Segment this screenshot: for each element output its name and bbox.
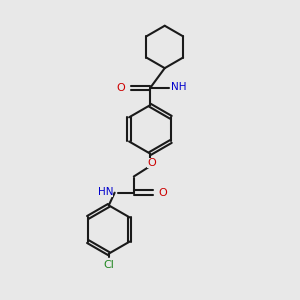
Text: O: O <box>117 83 126 93</box>
Text: HN: HN <box>98 187 113 197</box>
Text: O: O <box>147 158 156 168</box>
Text: NH: NH <box>172 82 187 92</box>
Text: O: O <box>158 188 167 198</box>
Text: Cl: Cl <box>103 260 114 269</box>
